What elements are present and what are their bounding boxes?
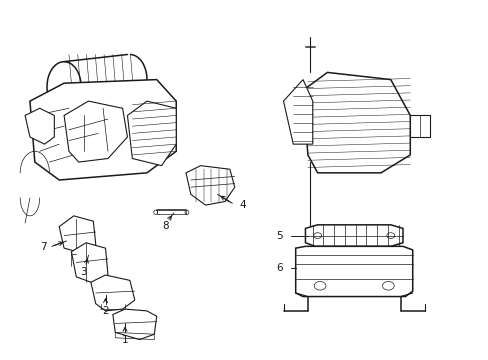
Polygon shape (25, 108, 54, 144)
Text: 7: 7 (41, 242, 47, 252)
Polygon shape (30, 80, 176, 180)
Text: 1: 1 (122, 335, 128, 345)
Polygon shape (295, 246, 412, 297)
Text: 2: 2 (102, 306, 109, 316)
Polygon shape (303, 72, 409, 173)
Polygon shape (113, 309, 157, 339)
Text: 4: 4 (239, 200, 246, 210)
Text: 5: 5 (275, 231, 282, 240)
Polygon shape (59, 216, 96, 253)
Polygon shape (91, 275, 135, 311)
Polygon shape (64, 101, 127, 162)
Text: 8: 8 (162, 221, 168, 231)
Text: 6: 6 (275, 263, 282, 273)
Text: 3: 3 (80, 267, 87, 277)
Polygon shape (127, 101, 176, 166)
Polygon shape (185, 166, 234, 205)
Polygon shape (283, 80, 312, 144)
Polygon shape (71, 243, 108, 284)
Polygon shape (305, 225, 402, 246)
